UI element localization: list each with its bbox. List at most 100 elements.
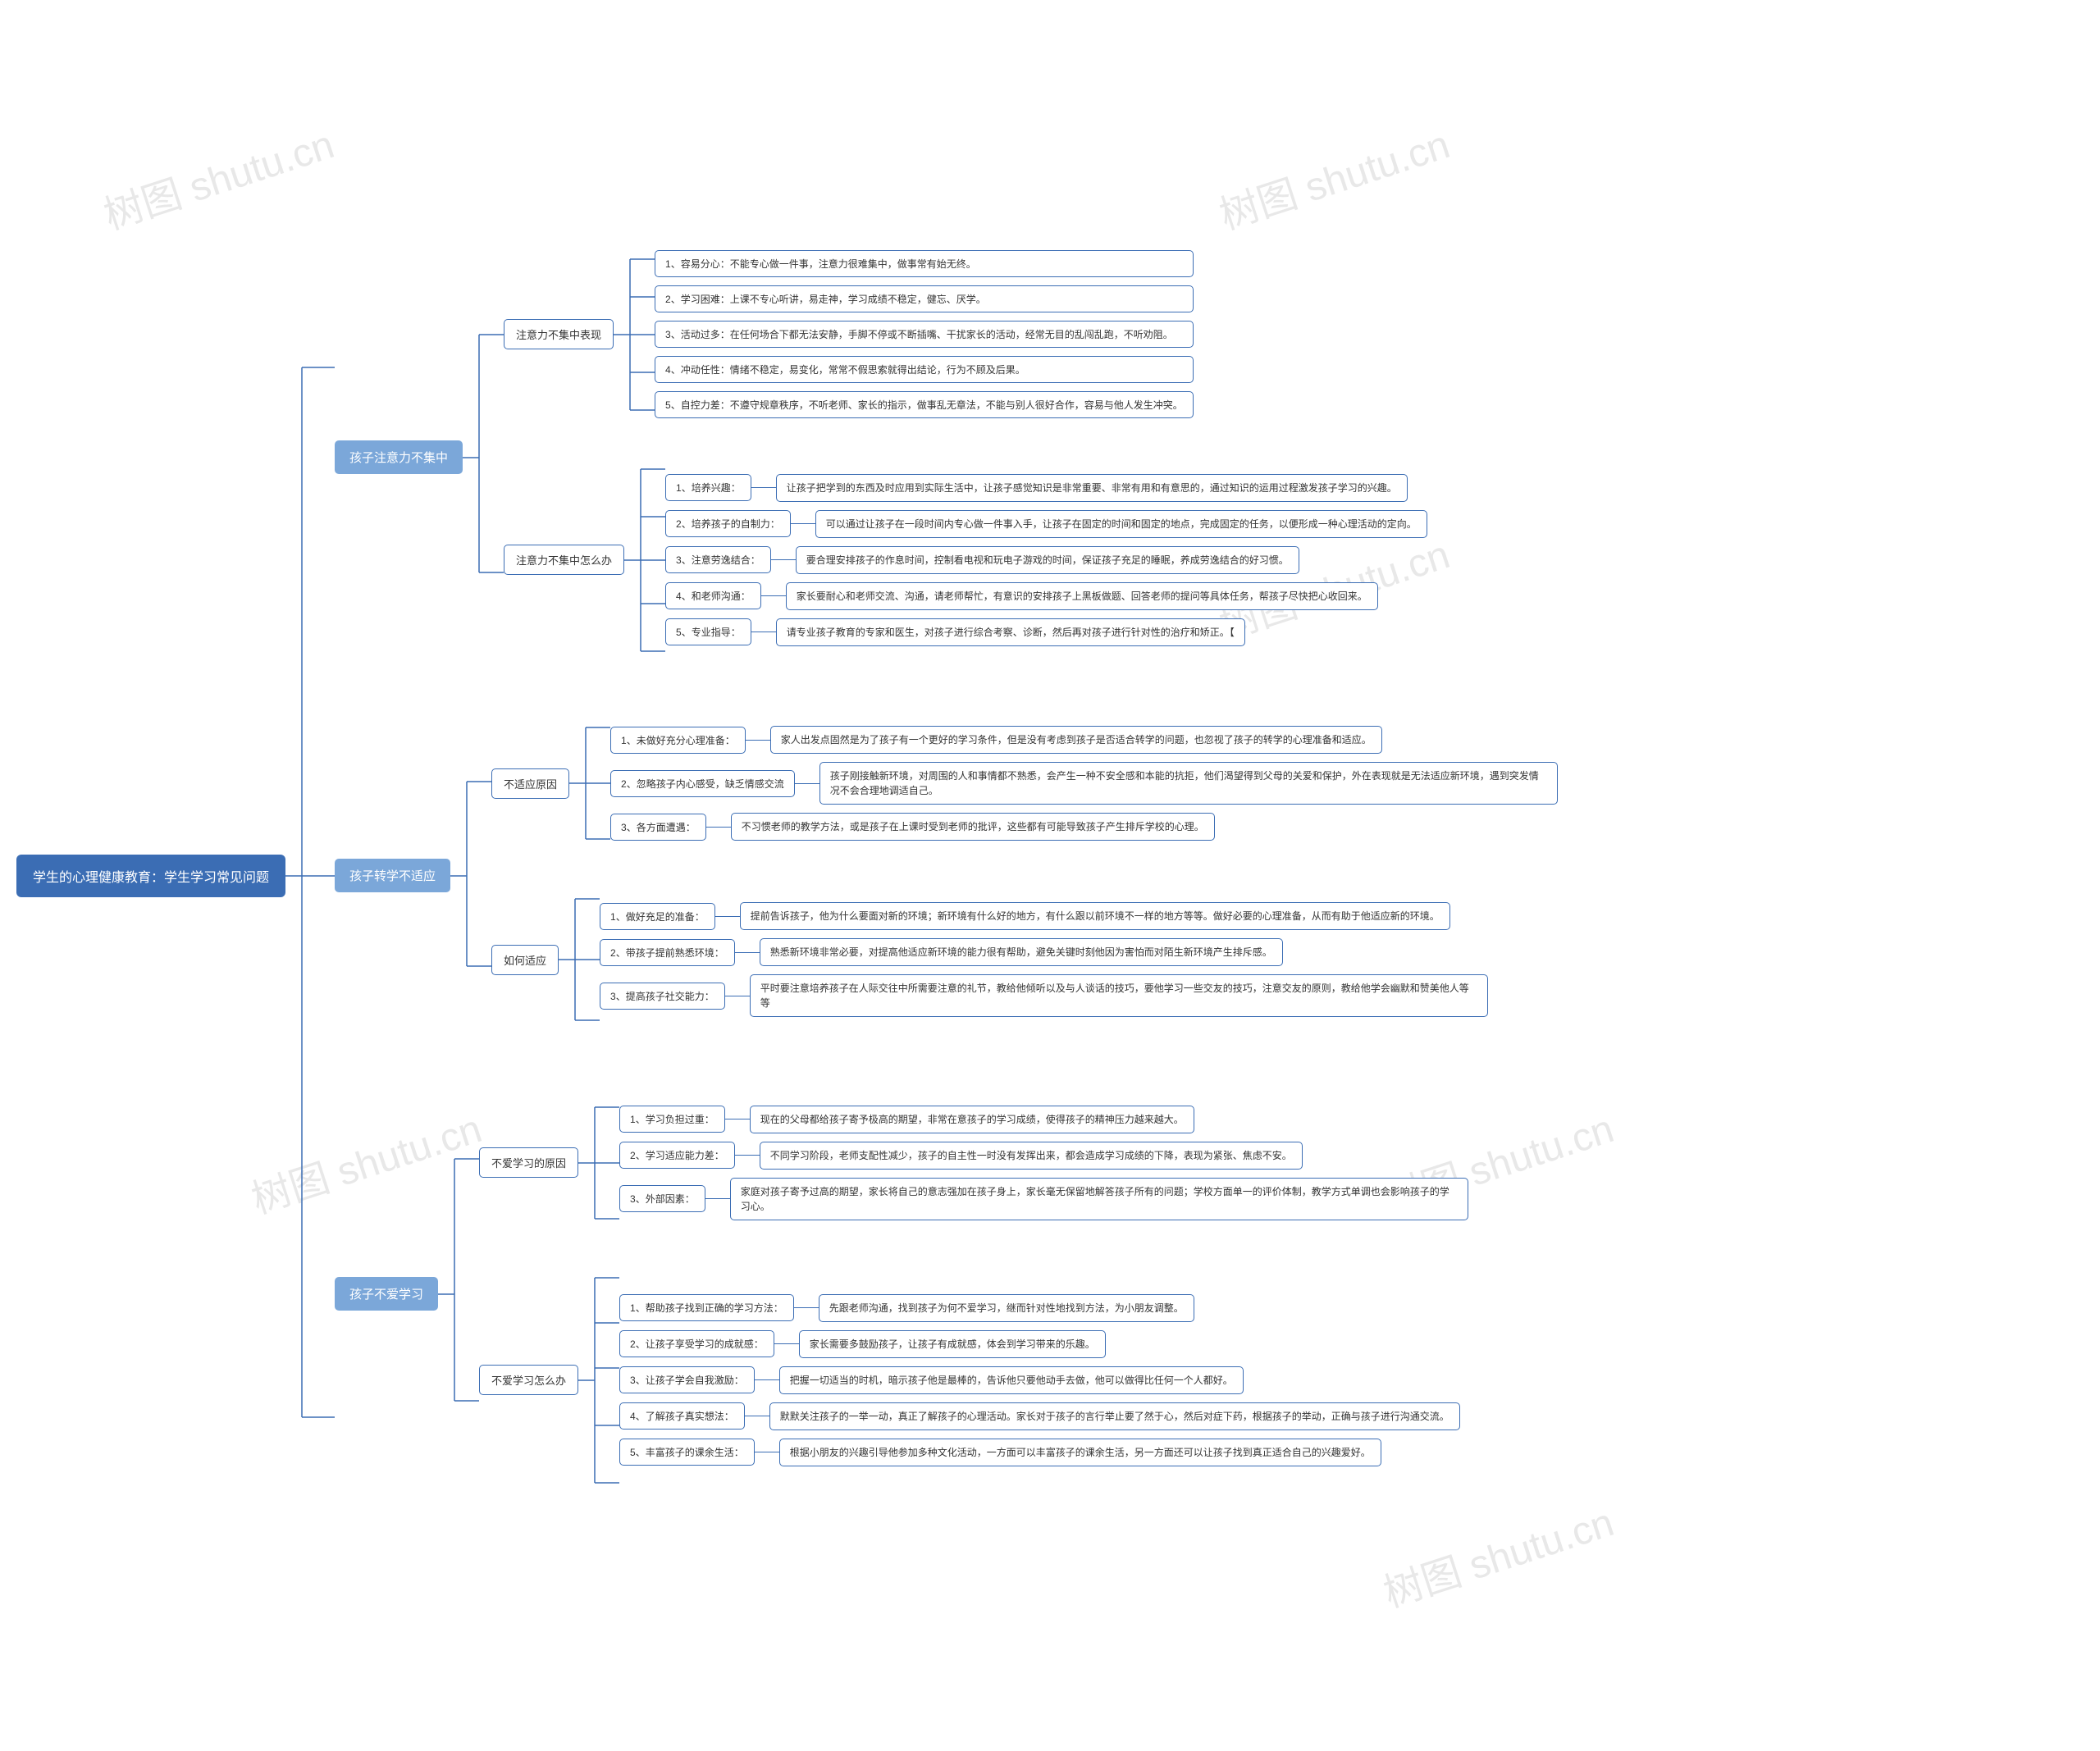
mindmap-container: 学生的心理健康教育：学生学习常见问题 孩子注意力不集中 注意力不集中表现: [16, 16, 2084, 1735]
root-node[interactable]: 学生的心理健康教育：学生学习常见问题: [16, 855, 285, 897]
l2-group-0-0: 注意力不集中表现 1、容易分心：不能专心做一件事，注意力很难集中，做事常有始无终…: [504, 244, 1427, 425]
l3-stack-2-0: 1、学习负担过重： 现在的父母都给孩子寄予极高的期望，非常在意孩子的学习成绩，使…: [619, 1106, 1468, 1220]
l3-node-2-0-0[interactable]: 1、学习负担过重：: [619, 1106, 725, 1133]
stub: [761, 595, 786, 596]
l4-node-2-1-4[interactable]: 根据小朋友的兴趣引导他参加多种文化活动，一方面可以丰富孩子的课余生活，另一方面还…: [779, 1439, 1381, 1466]
l2-group-2-1: 不爱学习怎么办 1、帮助孩子找到正确的学习方法：: [479, 1261, 1468, 1499]
l3-node-1-1-1[interactable]: 2、带孩子提前熟悉环境：: [600, 939, 735, 966]
l4-node-0-1-1[interactable]: 可以通过让孩子在一段时间内专心做一件事入手，让孩子在固定的时间和固定的地点，完成…: [815, 510, 1427, 538]
l3-row-2-1-0: 1、帮助孩子找到正确的学习方法： 先跟老师沟通，找到孩子为何不爱学习，继而针对性…: [619, 1294, 1460, 1322]
l1-node-1[interactable]: 孩子转学不适应: [335, 859, 450, 892]
l1-0-connector: [463, 244, 504, 671]
l3-node-0-1-2[interactable]: 3、注意劳逸结合：: [665, 546, 771, 573]
l2-node-1-1[interactable]: 如何适应: [491, 945, 559, 975]
stub: [771, 559, 796, 560]
stub: [715, 916, 740, 917]
l4-node-2-1-1[interactable]: 家长需要多鼓励孩子，让孩子有成就感，体会到学习带来的乐趣。: [799, 1330, 1106, 1358]
l4-node-2-0-1[interactable]: 不同学习阶段，老师支配性减少，孩子的自主性一时没有发挥出来，都会造成学习成绩的下…: [760, 1142, 1303, 1170]
l3-node-0-0-3[interactable]: 4、冲动任性：情绪不稳定，易变化，常常不假思索就得出结论，行为不顾及后果。: [655, 356, 1194, 383]
l3-node-0-0-0[interactable]: 1、容易分心：不能专心做一件事，注意力很难集中，做事常有始无终。: [655, 250, 1194, 277]
l1-branch-2: 孩子不爱学习 不爱学习的原因: [335, 1081, 1558, 1507]
l3-row-2-1-1: 2、让孩子享受学习的成就感： 家长需要多鼓励孩子，让孩子有成就感，体会到学习带来…: [619, 1330, 1460, 1358]
stub: [706, 827, 731, 828]
l4-node-0-1-4[interactable]: 请专业孩子教育的专家和医生，对孩子进行综合考察、诊断，然后再对孩子进行针对性的治…: [776, 618, 1245, 646]
l1-1-inner: 不适应原因 1、未做好充分心理准备： 家人出发点固然是为了孩子有一个更好的学习条…: [491, 709, 1558, 1042]
stub: [746, 740, 770, 741]
l3-row-2-1-2: 3、让孩子学会自我激励： 把握一切适当的时机，暗示孩子他是最棒的，告诉他只要他动…: [619, 1366, 1460, 1394]
l4-node-2-1-2[interactable]: 把握一切适当的时机，暗示孩子他是最棒的，告诉他只要他动手去做，他可以做得比任何一…: [779, 1366, 1244, 1394]
l3-node-1-0-1[interactable]: 2、忽略孩子内心感受，缺乏情感交流: [610, 770, 795, 797]
l1-node-0[interactable]: 孩子注意力不集中: [335, 440, 463, 474]
l4-node-1-1-1[interactable]: 熟悉新环境非常必要，对提高他适应新环境的能力很有帮助，避免关键时刻他因为害怕而对…: [760, 938, 1283, 966]
l3-row-2-0-0: 1、学习负担过重： 现在的父母都给孩子寄予极高的期望，非常在意孩子的学习成绩，使…: [619, 1106, 1468, 1133]
l3-row-2-1-4: 5、丰富孩子的课余生活： 根据小朋友的兴趣引导他参加多种文化活动，一方面可以丰富…: [619, 1439, 1460, 1466]
l1-0-inner: 注意力不集中表现 1、容易分心：不能专心做一件事，注意力很难集中，做事常有始无终…: [504, 244, 1427, 671]
stub: [794, 1307, 819, 1308]
l4-node-1-1-0[interactable]: 提前告诉孩子，他为什么要面对新的环境；新环境有什么好的地方，有什么跟以前环境不一…: [740, 902, 1450, 930]
l3-node-2-0-2[interactable]: 3、外部因素：: [619, 1185, 705, 1212]
l1-branch-0: 孩子注意力不集中 注意力不集中表现: [335, 244, 1558, 671]
l3-stack-0-1: 1、培养兴趣： 让孩子把学到的东西及时应用到实际生活中，让孩子感觉知识是非常重要…: [665, 474, 1427, 646]
l3-stack-2-1: 1、帮助孩子找到正确的学习方法： 先跟老师沟通，找到孩子为何不爱学习，继而针对性…: [619, 1294, 1460, 1466]
l3-node-2-1-1[interactable]: 2、让孩子享受学习的成就感：: [619, 1330, 774, 1357]
l3-row-1-0-2: 3、各方面遭遇： 不习惯老师的教学方法，或是孩子在上课时受到老师的批评，这些都有…: [610, 813, 1558, 841]
l2-node-0-0[interactable]: 注意力不集中表现: [504, 319, 614, 349]
root-connector: [285, 138, 335, 1614]
l3-node-2-1-0[interactable]: 1、帮助孩子找到正确的学习方法：: [619, 1294, 794, 1321]
l4-node-2-1-3[interactable]: 默默关注孩子的一举一动，真正了解孩子的心理活动。家长对于孩子的言行举止要了然于心…: [769, 1402, 1460, 1430]
l3-node-1-0-0[interactable]: 1、未做好充分心理准备：: [610, 727, 746, 754]
l4-node-0-1-2[interactable]: 要合理安排孩子的作息时间，控制看电视和玩电子游戏的时间，保证孩子充足的睡眠，养成…: [796, 546, 1299, 574]
l4-node-2-0-2[interactable]: 家庭对孩子寄予过高的期望，家长将自己的意志强加在孩子身上，家长毫无保留地解答孩子…: [730, 1178, 1468, 1220]
l3-node-1-1-2[interactable]: 3、提高孩子社交能力：: [600, 983, 725, 1010]
stub: [705, 1198, 730, 1199]
stub: [735, 1155, 760, 1156]
l3-row-2-1-3: 4、了解孩子真实想法： 默默关注孩子的一举一动，真正了解孩子的心理活动。家长对于…: [619, 1402, 1460, 1430]
stub: [791, 523, 815, 524]
l3-row-2-0-1: 2、学习适应能力差： 不同学习阶段，老师支配性减少，孩子的自主性一时没有发挥出来…: [619, 1142, 1468, 1170]
l2-node-1-0[interactable]: 不适应原因: [491, 768, 569, 799]
l3-node-2-1-3[interactable]: 4、了解孩子真实想法：: [619, 1402, 745, 1430]
l3-node-0-1-3[interactable]: 4、和老师沟通：: [665, 582, 761, 609]
stub: [751, 487, 776, 488]
l3-node-0-0-1[interactable]: 2、学习困难：上课不专心听讲，易走神，学习成绩不稳定，健忘、厌学。: [655, 285, 1194, 312]
l4-node-1-0-0[interactable]: 家人出发点固然是为了孩子有一个更好的学习条件，但是没有考虑到孩子是否适合转学的问…: [770, 726, 1382, 754]
l3-node-0-1-1[interactable]: 2、培养孩子的自制力：: [665, 510, 791, 537]
l2-1-1-connector: [559, 878, 600, 1042]
l3-node-0-1-0[interactable]: 1、培养兴趣：: [665, 474, 751, 501]
l3-row-0-1-2: 3、注意劳逸结合： 要合理安排孩子的作息时间，控制看电视和玩电子游戏的时间，保证…: [665, 546, 1427, 574]
l4-node-2-1-0[interactable]: 先跟老师沟通，找到孩子为何不爱学习，继而针对性地找到方法，为小朋友调整。: [819, 1294, 1194, 1322]
stub: [735, 952, 760, 953]
l1-node-2[interactable]: 孩子不爱学习: [335, 1277, 438, 1311]
l2-node-0-1[interactable]: 注意力不集中怎么办: [504, 545, 624, 575]
l2-1-0-connector: [569, 709, 610, 857]
l3-stack-1-1: 1、做好充足的准备： 提前告诉孩子，他为什么要面对新的环境；新环境有什么好的地方…: [600, 902, 1488, 1017]
l3-node-1-0-2[interactable]: 3、各方面遭遇：: [610, 814, 706, 841]
l3-row-1-1-2: 3、提高孩子社交能力： 平时要注意培养孩子在人际交往中所需要注意的礼节，教给他倾…: [600, 974, 1488, 1017]
l3-node-0-1-4[interactable]: 5、专业指导：: [665, 618, 751, 645]
l3-node-2-1-2[interactable]: 3、让孩子学会自我激励：: [619, 1366, 755, 1393]
l4-node-1-0-2[interactable]: 不习惯老师的教学方法，或是孩子在上课时受到老师的批评，这些都有可能导致孩子产生排…: [731, 813, 1215, 841]
l3-node-0-0-4[interactable]: 5、自控力差：不遵守规章秩序，不听老师、家长的指示，做事乱无章法，不能与别人很好…: [655, 391, 1194, 418]
l3-node-0-0-2[interactable]: 3、活动过多：在任何场合下都无法安静，手脚不停或不断插嘴、干扰家长的活动，经常无…: [655, 321, 1194, 348]
l4-node-0-1-3[interactable]: 家长要耐心和老师交流、沟通，请老师帮忙，有意识的安排孩子上黑板做题、回答老师的提…: [786, 582, 1378, 610]
l1-children: 孩子注意力不集中 注意力不集中表现: [335, 244, 1558, 1507]
l4-node-0-1-0[interactable]: 让孩子把学到的东西及时应用到实际生活中，让孩子感觉知识是非常重要、非常有用和有意…: [776, 474, 1408, 502]
l3-node-1-1-0[interactable]: 1、做好充足的准备：: [600, 903, 715, 930]
l3-node-2-0-1[interactable]: 2、学习适应能力差：: [619, 1142, 735, 1169]
l1-1-connector: [450, 704, 491, 1048]
l4-node-1-1-2[interactable]: 平时要注意培养孩子在人际交往中所需要注意的礼节，教给他倾听以及与人谈话的技巧，要…: [750, 974, 1488, 1017]
l2-node-2-0[interactable]: 不爱学习的原因: [479, 1147, 578, 1178]
l4-node-2-0-0[interactable]: 现在的父母都给孩子寄予极高的期望，非常在意孩子的学习成绩，使得孩子的精神压力越来…: [750, 1106, 1194, 1133]
l2-2-0-connector: [578, 1089, 619, 1237]
l3-row-1-0-0: 1、未做好充分心理准备： 家人出发点固然是为了孩子有一个更好的学习条件，但是没有…: [610, 726, 1558, 754]
l3-row-0-1-3: 4、和老师沟通： 家长要耐心和老师交流、沟通，请老师帮忙，有意识的安排孩子上黑板…: [665, 582, 1427, 610]
l3-row-2-0-2: 3、外部因素： 家庭对孩子寄予过高的期望，家长将自己的意志强加在孩子身上，家长毫…: [619, 1178, 1468, 1220]
l4-node-1-0-1[interactable]: 孩子刚接触新环境，对周围的人和事情都不熟悉，会产生一种不安全感和本能的抗拒，他们…: [819, 762, 1558, 805]
l2-node-2-1[interactable]: 不爱学习怎么办: [479, 1365, 578, 1395]
l2-0-0-connector: [614, 244, 655, 425]
l3-row-0-1-1: 2、培养孩子的自制力： 可以通过让孩子在一段时间内专心做一件事入手，让孩子在固定…: [665, 510, 1427, 538]
l3-row-1-1-0: 1、做好充足的准备： 提前告诉孩子，他为什么要面对新的环境；新环境有什么好的地方…: [600, 902, 1488, 930]
l3-row-1-0-1: 2、忽略孩子内心感受，缺乏情感交流 孩子刚接触新环境，对周围的人和事情都不熟悉，…: [610, 762, 1558, 805]
l3-node-2-1-4[interactable]: 5、丰富孩子的课余生活：: [619, 1439, 755, 1466]
l2-0-1-connector: [624, 449, 665, 671]
